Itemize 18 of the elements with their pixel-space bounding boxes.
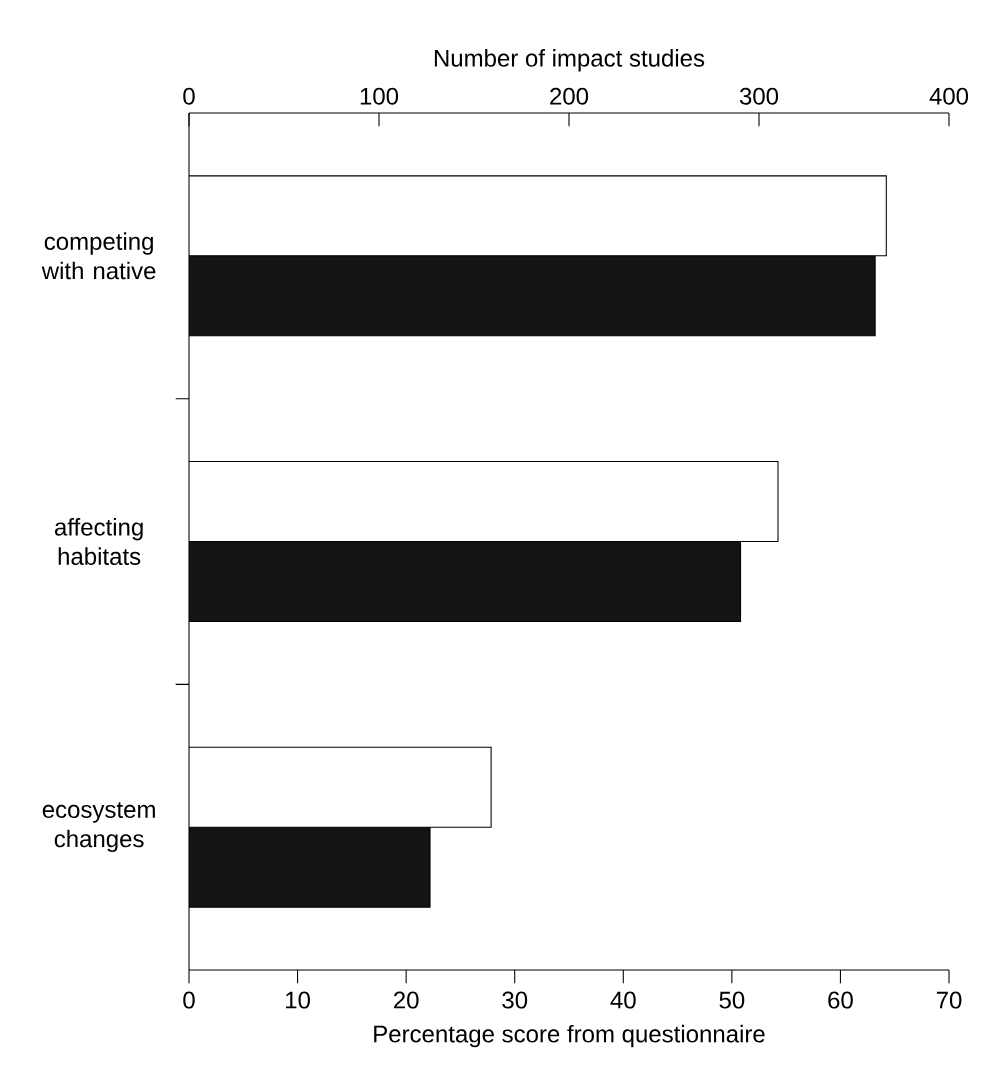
x2-tick-label: 0	[183, 87, 195, 105]
y-tick-label: ecosystem changes	[42, 802, 155, 853]
x-tick-label: 70	[936, 991, 962, 1009]
x-axis-title: Percentage score from questionnaire	[374, 1024, 765, 1048]
y-tick-label: competing with native	[41, 232, 156, 280]
x-tick-label: 60	[828, 991, 853, 1009]
x2-tick-label: 400	[929, 87, 969, 105]
x-tick-label: 20	[394, 991, 419, 1009]
x-tick-label: 10	[286, 991, 310, 1009]
x-tick-label: 40	[610, 991, 636, 1009]
x2-tick-label: 200	[550, 87, 589, 105]
x-tick-label: 30	[502, 991, 528, 1009]
x2-axis-title: Number of impact studies	[434, 49, 705, 72]
x2-tick-label: 300	[739, 87, 779, 105]
x-tick-label: 0	[183, 991, 195, 1009]
x-tick-label: 50	[719, 991, 745, 1009]
x2-tick-label: 100	[360, 87, 399, 105]
y-tick-label: affecting habitats	[54, 518, 143, 565]
